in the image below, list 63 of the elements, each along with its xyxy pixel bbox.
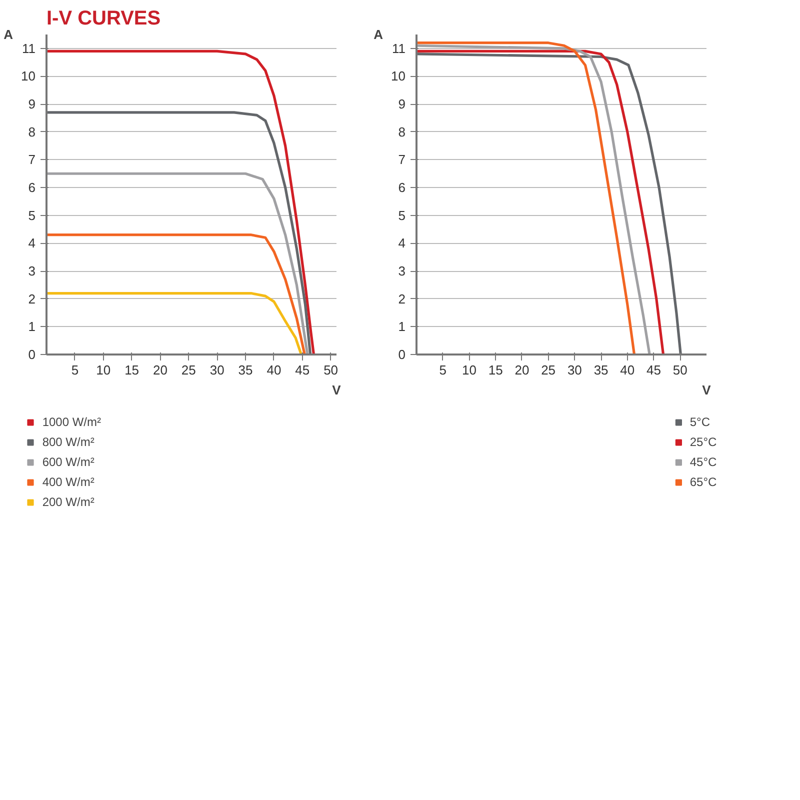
y-tick-label: 5	[28, 208, 36, 223]
y-tick-label: 11	[22, 40, 36, 56]
y-tick-label: 6	[398, 180, 406, 196]
legend-label: 800 W/m²	[42, 435, 94, 449]
y-tick-label: 10	[391, 68, 406, 84]
y-tick-label: 1	[398, 319, 406, 334]
y-tick-label: 4	[28, 236, 36, 251]
x-tick-label: 45	[295, 362, 310, 378]
y-tick-label: 9	[28, 96, 36, 112]
legend-label: 600 W/m²	[42, 455, 94, 469]
legend-label: 200 W/m²	[42, 495, 94, 509]
y-tick-label: 11	[392, 40, 406, 56]
x-axis-title: V	[332, 382, 342, 398]
legend-label: 5°C	[690, 415, 710, 429]
y-tick-label: 4	[398, 236, 406, 251]
line-series	[46, 50, 316, 354]
x-tick-label: 50	[672, 362, 688, 378]
y-tick-label: 5	[398, 208, 406, 223]
y-tick-label: 2	[398, 291, 406, 306]
y-tick-label: 2	[28, 291, 36, 306]
legend-label: 45°C	[690, 455, 717, 469]
y-tick-label: 1	[28, 319, 36, 334]
legend-label: 1000 W/m²	[42, 415, 102, 429]
y-tick-label: 9	[398, 96, 406, 112]
legend-label: 25°C	[690, 435, 717, 449]
x-tick-label: 20	[152, 362, 168, 378]
y-tick-label: 7	[398, 152, 406, 168]
x-tick-label: 15	[124, 362, 140, 378]
x-tick-label: 20	[514, 362, 530, 378]
x-tick-label: 5	[439, 362, 446, 378]
x-tick-label: 35	[594, 362, 608, 378]
y-tick-label: 8	[398, 124, 406, 140]
x-tick-label: 35	[238, 362, 253, 378]
x-tick-label: 25	[541, 362, 556, 378]
x-tick-label: 10	[96, 362, 111, 378]
y-axis-title: A	[374, 27, 384, 42]
x-tick-label: 30	[210, 362, 224, 378]
y-tick-label: 0	[28, 347, 36, 362]
line-series	[46, 111, 312, 354]
y-tick-label: 7	[28, 152, 36, 168]
y-axis-title: A	[4, 27, 14, 42]
x-tick-label: 30	[567, 362, 582, 378]
line-series	[46, 292, 303, 354]
x-axis-title: V	[702, 382, 712, 398]
line-series	[46, 172, 309, 354]
x-tick-label: 45	[646, 362, 662, 378]
x-tick-label: 15	[488, 362, 503, 378]
legend-label: 400 W/m²	[42, 475, 94, 489]
y-tick-label: 3	[398, 264, 406, 279]
legend-label: 65°C	[690, 475, 717, 489]
y-tick-label: 10	[21, 68, 36, 84]
chart-title: I-V CURVES	[46, 8, 161, 30]
x-tick-label: 40	[620, 362, 635, 378]
x-tick-label: 10	[462, 362, 476, 378]
y-tick-label: 3	[28, 264, 36, 279]
x-tick-label: 40	[266, 362, 282, 378]
y-tick-label: 8	[28, 124, 36, 140]
y-tick-label: 0	[398, 347, 406, 362]
x-tick-label: 50	[324, 362, 338, 378]
x-tick-label: 5	[71, 362, 79, 378]
y-tick-label: 6	[28, 180, 36, 196]
line-series	[46, 234, 306, 354]
x-tick-label: 25	[181, 362, 196, 378]
